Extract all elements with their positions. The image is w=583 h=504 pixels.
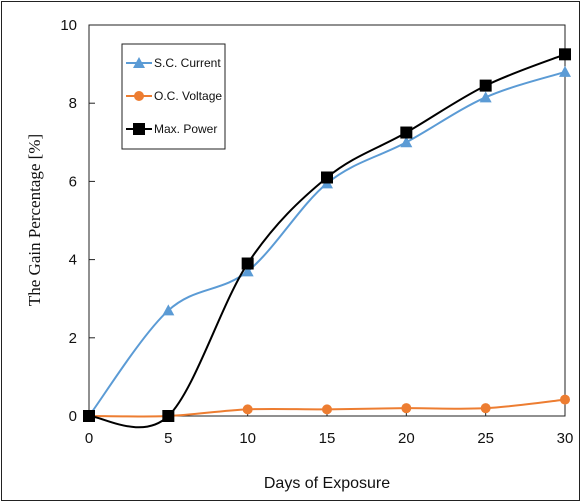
x-tick-label: 10 <box>239 430 256 447</box>
legend-marker <box>133 57 145 68</box>
series-o-c-voltage <box>84 394 570 421</box>
y-tick-label: 10 <box>60 17 77 34</box>
y-tick-label: 6 <box>69 173 77 190</box>
data-point <box>242 404 253 415</box>
y-tick-label: 0 <box>69 408 77 425</box>
data-point <box>400 136 413 148</box>
legend-label: S.C. Current <box>154 56 221 70</box>
data-point <box>162 304 175 316</box>
series-max-power <box>83 48 571 429</box>
series-layer <box>83 48 571 429</box>
y-tick-label: 8 <box>69 95 77 112</box>
data-point <box>560 394 570 405</box>
x-tick-label: 0 <box>85 430 93 447</box>
x-tick-label: 30 <box>557 430 574 447</box>
data-point <box>400 126 413 139</box>
y-tick-label: 4 <box>69 252 77 269</box>
data-point <box>162 410 175 422</box>
legend: S.C. Current O.C. Voltage Max. Power <box>121 43 226 150</box>
legend-marker <box>133 123 145 135</box>
data-point <box>559 48 571 61</box>
legend-item: S.C. Current <box>126 56 221 70</box>
data-point <box>559 65 571 77</box>
y-axis: 0 2 4 6 8 10 <box>60 17 95 425</box>
y-axis-title: The Gain Percentage [%] <box>25 134 44 306</box>
data-point <box>401 403 412 414</box>
x-tick-label: 25 <box>477 430 494 447</box>
legend-label: Max. Power <box>154 122 217 136</box>
x-tick-label: 5 <box>164 430 172 447</box>
x-axis-title: Days of Exposure <box>264 475 390 492</box>
legend-item: O.C. Voltage <box>126 89 222 103</box>
data-point <box>241 265 254 277</box>
x-tick-label: 20 <box>398 430 415 447</box>
legend-label: O.C. Voltage <box>154 89 222 103</box>
legend-item: Max. Power <box>126 122 217 136</box>
data-point <box>479 91 492 103</box>
legend-marker <box>134 91 144 101</box>
data-point <box>83 410 95 422</box>
x-tick-label: 15 <box>319 430 336 447</box>
y-tick-label: 2 <box>69 330 77 347</box>
data-point <box>479 79 492 92</box>
data-point <box>241 257 254 270</box>
data-point <box>321 171 333 184</box>
data-point <box>322 404 332 415</box>
data-point <box>480 403 491 414</box>
